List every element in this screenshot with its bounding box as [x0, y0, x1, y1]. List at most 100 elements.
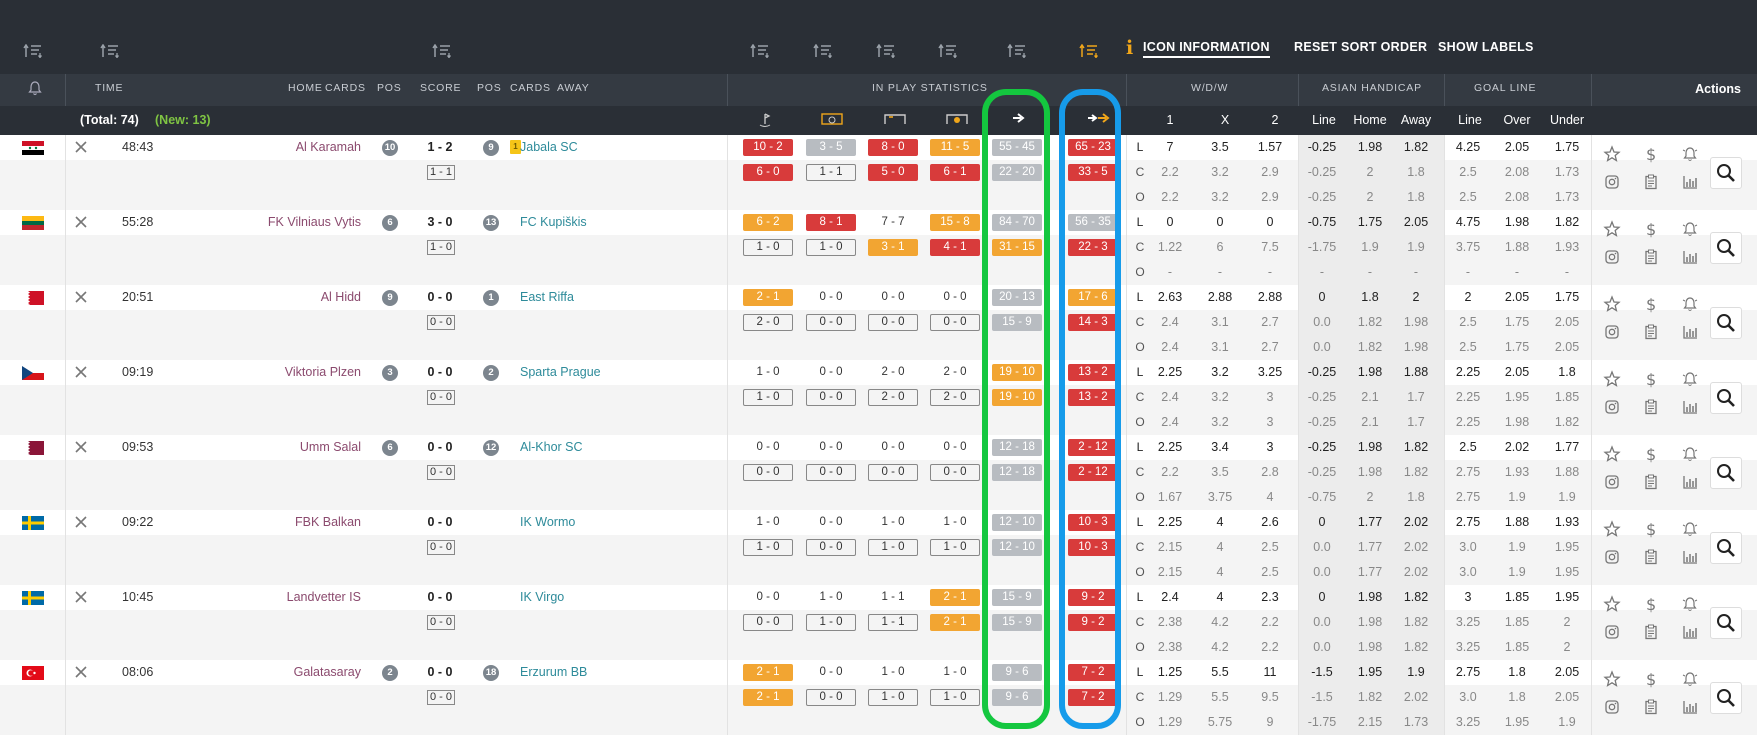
odds-value[interactable]: 1.8 [1407, 490, 1425, 504]
odds-value[interactable]: 2.6 [1261, 515, 1279, 529]
odds-value[interactable]: 1.82 [1403, 465, 1429, 479]
odds-value[interactable]: 1.77 [1357, 540, 1383, 554]
odds-value[interactable]: 0.0 [1313, 315, 1331, 329]
clipboard-icon[interactable] [1642, 398, 1660, 416]
away-team[interactable]: Sparta Prague [520, 365, 601, 379]
odds-value[interactable]: 2.5 [1459, 340, 1477, 354]
odds-value[interactable]: -0.25 [1307, 415, 1337, 429]
bet-dollar-icon[interactable]: $ [1642, 445, 1660, 464]
odds-value[interactable]: 1.75 [1554, 290, 1580, 304]
odds-value[interactable]: 1.73 [1554, 190, 1580, 204]
odds-value[interactable]: 1.98 [1357, 365, 1383, 379]
odds-value[interactable]: 2.4 [1161, 415, 1179, 429]
odds-value[interactable]: 1.98 [1357, 640, 1383, 654]
instagram-icon[interactable] [1603, 248, 1621, 266]
away-team[interactable]: IK Virgo [520, 590, 565, 604]
home-team[interactable]: Viktoria Plzen [284, 365, 361, 379]
odds-value[interactable]: 2 [1563, 640, 1571, 654]
odds-value[interactable]: 2.63 [1157, 290, 1183, 304]
odds-value[interactable]: 1.85 [1504, 590, 1530, 604]
odds-value[interactable]: 1.88 [1403, 365, 1429, 379]
gl-col-line[interactable]: Line [1458, 113, 1482, 127]
odds-value[interactable]: 9.5 [1261, 690, 1279, 704]
odds-value[interactable]: 0 [1318, 515, 1326, 529]
bet-dollar-icon[interactable]: $ [1642, 520, 1660, 539]
odds-value[interactable]: 1.98 [1403, 315, 1429, 329]
odds-value[interactable]: 2 [1563, 615, 1571, 629]
odds-value[interactable]: 2.02 [1403, 565, 1429, 579]
odds-value[interactable]: 1.93 [1504, 465, 1530, 479]
odds-value[interactable]: 0 [1166, 215, 1174, 229]
odds-value[interactable]: 3.5 [1211, 140, 1229, 154]
odds-value[interactable]: 3.0 [1459, 540, 1477, 554]
sort-icon[interactable] [1079, 44, 1099, 60]
stats-chart-icon[interactable] [1681, 323, 1699, 341]
odds-value[interactable]: 2.05 [1554, 315, 1580, 329]
ah-col-away[interactable]: Away [1400, 113, 1432, 127]
sort-icon[interactable] [750, 44, 770, 60]
header-score[interactable]: SCORE [420, 82, 462, 94]
odds-value[interactable]: 2.4 [1161, 390, 1179, 404]
favorite-star-icon[interactable] [1603, 445, 1621, 463]
favorite-star-icon[interactable] [1603, 370, 1621, 388]
home-team[interactable]: Al Karamah [295, 140, 361, 154]
odds-value[interactable]: 2.05 [1554, 340, 1580, 354]
odds-value[interactable]: 3.25 [1455, 640, 1481, 654]
odds-value[interactable]: 11 [1263, 665, 1277, 679]
header-away[interactable]: AWAY [557, 82, 590, 94]
gl-col-over[interactable]: Over [1503, 113, 1531, 127]
odds-value[interactable]: 2.88 [1207, 290, 1233, 304]
odds-value[interactable]: 1.82 [1403, 140, 1429, 154]
alert-bell-icon[interactable] [1681, 145, 1699, 163]
ah-col-home[interactable]: Home [1353, 113, 1387, 127]
odds-value[interactable]: 2.8 [1261, 465, 1279, 479]
odds-value[interactable]: 1.75 [1554, 140, 1580, 154]
search-match-icon[interactable] [1710, 307, 1742, 339]
odds-value[interactable]: 2 [1464, 290, 1472, 304]
alarm-bell-icon[interactable] [28, 80, 42, 99]
odds-value[interactable]: - [1413, 265, 1419, 279]
odds-value[interactable]: 7 [1166, 140, 1174, 154]
odds-value[interactable]: 1.8 [1508, 665, 1526, 679]
odds-value[interactable]: 1.8 [1508, 690, 1526, 704]
icon-information-link[interactable]: ICON INFORMATION [1143, 40, 1270, 58]
instagram-icon[interactable] [1603, 698, 1621, 716]
clipboard-icon[interactable] [1642, 248, 1660, 266]
stats-chart-icon[interactable] [1681, 473, 1699, 491]
odds-value[interactable]: 1.98 [1504, 215, 1530, 229]
odds-value[interactable]: 0.0 [1313, 640, 1331, 654]
sort-icon[interactable] [1007, 44, 1027, 60]
close-icon[interactable] [74, 215, 88, 229]
odds-value[interactable]: 1.95 [1357, 665, 1383, 679]
odds-value[interactable]: 4.75 [1455, 215, 1481, 229]
close-icon[interactable] [74, 140, 88, 154]
odds-value[interactable]: 3.2 [1211, 165, 1229, 179]
odds-value[interactable]: 0 [1216, 215, 1224, 229]
sort-icon[interactable] [938, 44, 958, 60]
odds-value[interactable]: 1.9 [1361, 240, 1379, 254]
odds-value[interactable]: 1.73 [1554, 165, 1580, 179]
ah-col-line[interactable]: Line [1312, 113, 1336, 127]
odds-value[interactable]: 0 [1266, 215, 1274, 229]
odds-value[interactable]: 2.4 [1161, 340, 1179, 354]
odds-value[interactable]: 2.08 [1504, 165, 1530, 179]
odds-value[interactable]: 3.1 [1211, 315, 1229, 329]
attack-arrow-icon[interactable] [1012, 112, 1026, 127]
odds-value[interactable]: 2.25 [1157, 365, 1183, 379]
stats-chart-icon[interactable] [1681, 398, 1699, 416]
odds-value[interactable]: 2.05 [1554, 690, 1580, 704]
odds-value[interactable]: 1.98 [1504, 415, 1530, 429]
odds-value[interactable]: 2.9 [1261, 165, 1279, 179]
odds-value[interactable]: 3.0 [1459, 690, 1477, 704]
odds-value[interactable]: 0 [1318, 290, 1326, 304]
odds-value[interactable]: 0.0 [1313, 615, 1331, 629]
odds-value[interactable]: 1.82 [1554, 215, 1580, 229]
away-team[interactable]: East Riffa [520, 290, 574, 304]
odds-value[interactable]: - [1319, 265, 1325, 279]
odds-value[interactable]: -1.5 [1311, 665, 1333, 679]
odds-value[interactable]: 2 [1412, 290, 1420, 304]
odds-value[interactable]: 1.75 [1504, 315, 1530, 329]
search-match-icon[interactable] [1710, 607, 1742, 639]
info-icon[interactable]: i [1126, 37, 1134, 59]
odds-value[interactable]: 2.02 [1403, 515, 1429, 529]
